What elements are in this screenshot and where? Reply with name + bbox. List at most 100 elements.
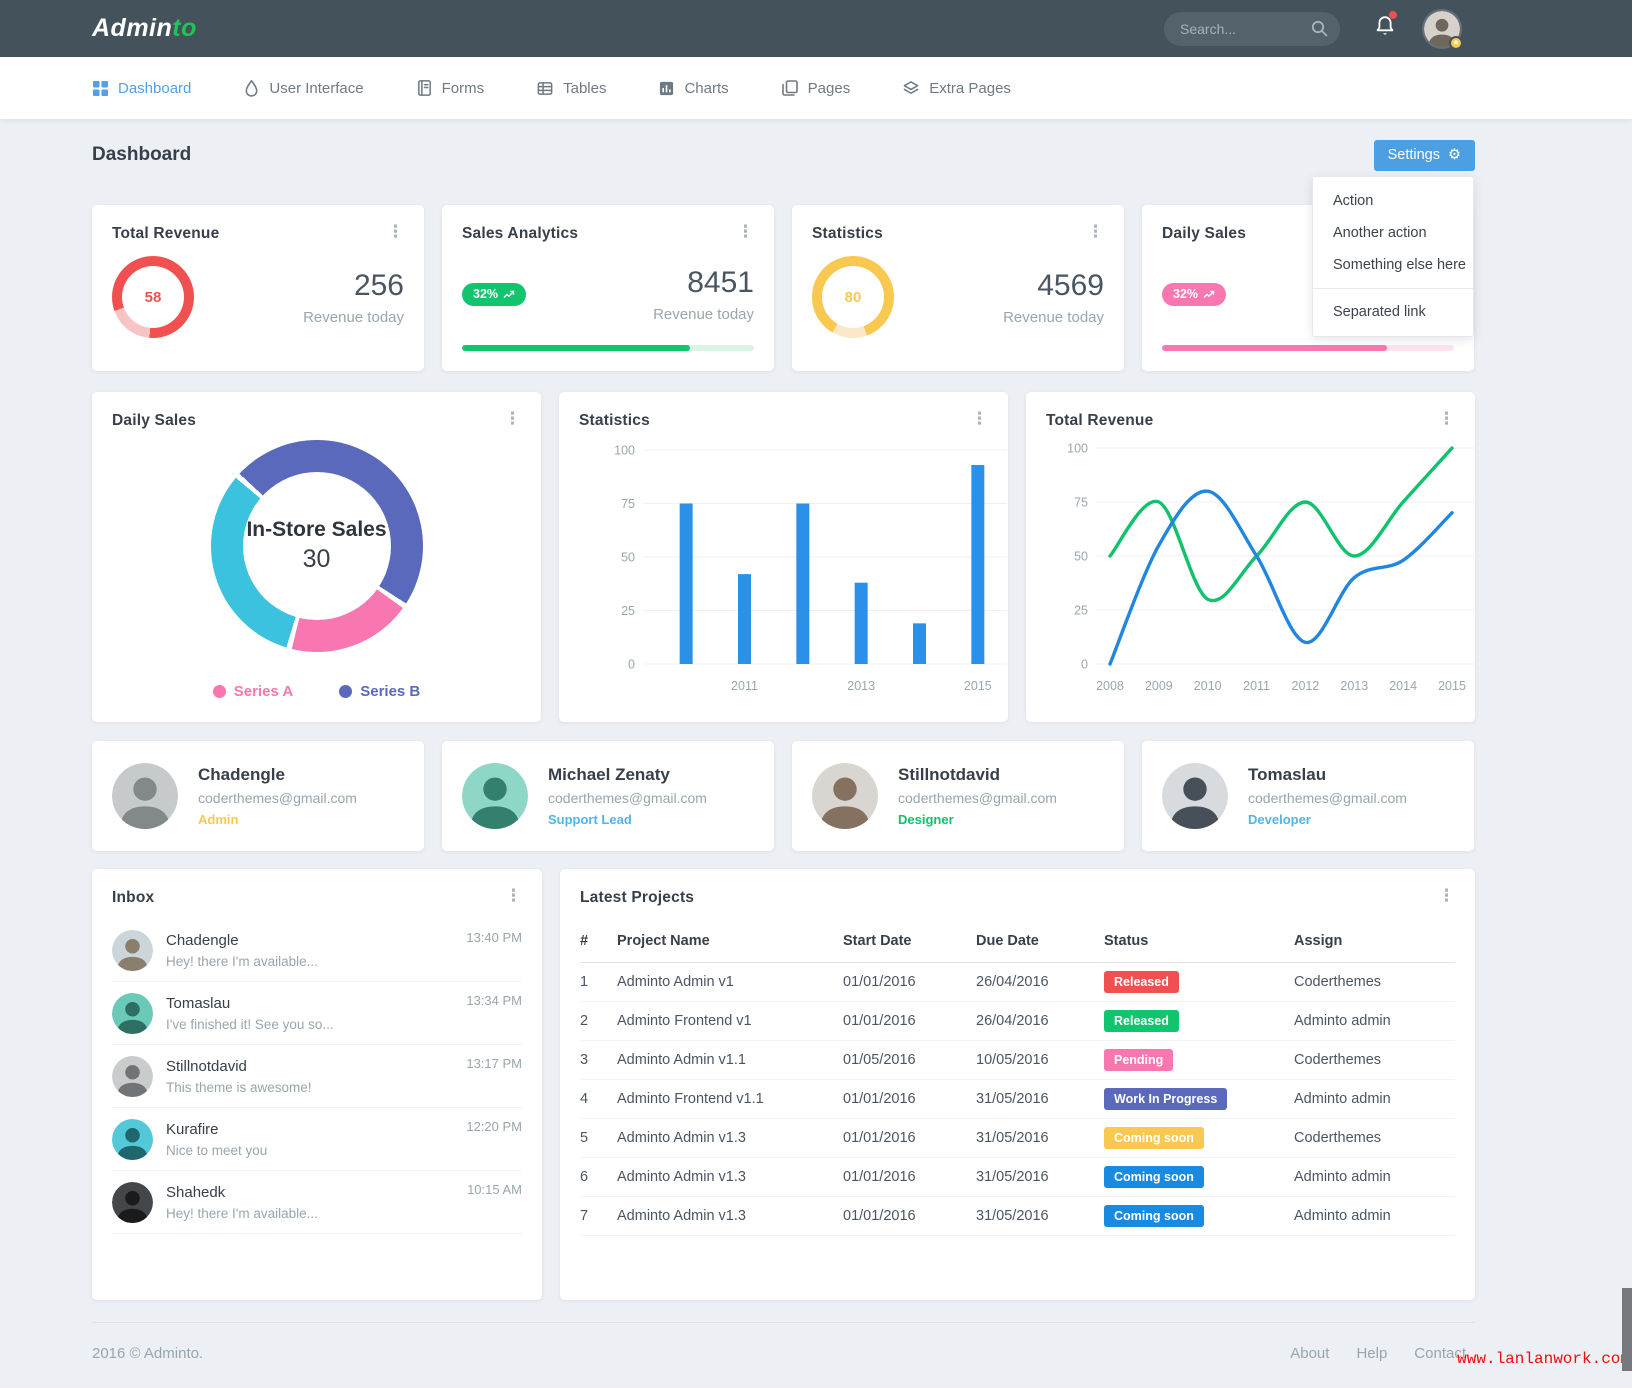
svg-text:100: 100 xyxy=(614,444,635,458)
project-row[interactable]: 7 Adminto Admin v1.3 01/01/2016 31/05/20… xyxy=(580,1196,1455,1236)
stat-subtitle: Revenue today xyxy=(653,305,754,323)
book-icon xyxy=(417,80,431,96)
settings-button[interactable]: Settings ⚙ xyxy=(1373,139,1475,171)
search-box[interactable] xyxy=(1164,11,1340,46)
user-name: Michael Zenaty xyxy=(548,765,670,784)
project-due-date: 31/05/2016 xyxy=(976,1079,1104,1119)
card-menu-button[interactable]: ⋮ xyxy=(1438,409,1455,428)
logo-accent-text: to xyxy=(172,14,197,42)
nav-item-forms[interactable]: Forms xyxy=(416,79,485,97)
card-menu-button[interactable]: ⋮ xyxy=(505,886,522,905)
project-name: Adminto Frontend v1 xyxy=(617,1001,843,1041)
inbox-message-item[interactable]: Shahedk Hey! there I'm available... 10:1… xyxy=(112,1171,522,1234)
project-due-date: 31/05/2016 xyxy=(976,1157,1104,1197)
nav-item-user-interface[interactable]: User Interface xyxy=(243,79,364,97)
layers-icon xyxy=(903,80,919,94)
trend-badge: 32% xyxy=(462,282,527,306)
card-menu-button[interactable]: ⋮ xyxy=(737,222,754,241)
legend-dot xyxy=(339,685,353,698)
latest-projects-card: Latest Projects ⋮ # Project Name Start Da… xyxy=(560,869,1475,1300)
card-title: Statistics xyxy=(579,412,650,429)
project-assign: Adminto admin xyxy=(1294,1196,1455,1236)
project-row[interactable]: 2 Adminto Frontend v1 01/01/2016 26/04/2… xyxy=(580,1001,1455,1041)
sender-name: Tomaslau xyxy=(166,995,231,1012)
nav-item-pages[interactable]: Pages xyxy=(781,79,851,97)
stat-card-total-revenue: Total Revenue ⋮ 58 256 Revenue today xyxy=(92,205,424,371)
nav-item-charts[interactable]: Charts xyxy=(658,80,729,97)
user-email: coderthemes@gmail.com xyxy=(1248,790,1407,806)
footer-link-help[interactable]: Help xyxy=(1356,1345,1388,1362)
card-menu-button[interactable]: ⋮ xyxy=(1087,222,1104,241)
card-menu-button[interactable]: ⋮ xyxy=(971,409,988,428)
project-name: Adminto Admin v1.3 xyxy=(617,1196,843,1236)
app-logo[interactable]: Adminto xyxy=(92,14,197,43)
project-assign: Adminto admin xyxy=(1294,1079,1455,1119)
svg-text:50: 50 xyxy=(1074,550,1088,564)
dropdown-item-another-action[interactable]: Another action xyxy=(1333,225,1427,241)
col-project-name: Project Name xyxy=(617,921,843,963)
scrollbar-thumb[interactable] xyxy=(1622,1288,1632,1371)
dropdown-item-separated-link[interactable]: Separated link xyxy=(1333,304,1426,320)
footer-link-contact[interactable]: Contact xyxy=(1414,1345,1466,1362)
project-start-date: 01/01/2016 xyxy=(843,1157,976,1197)
nav-item-extra-pages[interactable]: Extra Pages xyxy=(902,80,1011,97)
search-icon[interactable] xyxy=(1311,20,1328,37)
nav-label: Forms xyxy=(441,79,485,97)
pages-copy-icon xyxy=(781,80,798,96)
project-assign: Adminto admin xyxy=(1294,1157,1455,1197)
project-num: 5 xyxy=(580,1118,617,1158)
message-time: 12:20 PM xyxy=(466,1119,522,1134)
chart-legend: Series A Series B xyxy=(212,683,420,702)
project-row[interactable]: 5 Adminto Admin v1.3 01/01/2016 31/05/20… xyxy=(580,1118,1455,1158)
card-menu-button[interactable]: ⋮ xyxy=(504,409,521,428)
statistics-bar-chart-card: Statistics ⋮ 0 25 50 75 100 2011 2013 2015 xyxy=(559,392,1008,722)
nav-item-tables[interactable]: Tables xyxy=(536,80,606,97)
status-badge: Work In Progress xyxy=(1104,1088,1228,1110)
card-title: Sales Analytics xyxy=(462,225,579,242)
project-assign: Coderthemes xyxy=(1294,1118,1455,1158)
inbox-message-item[interactable]: Chadengle Hey! there I'm available... 13… xyxy=(112,919,522,982)
footer-links: About Help Contact xyxy=(1290,1345,1466,1362)
col-assign: Assign xyxy=(1294,921,1455,963)
inbox-message-item[interactable]: Tomaslau I've finished it! See you so...… xyxy=(112,982,522,1045)
legend-item: Series B xyxy=(339,683,420,700)
stat-value: 8451 xyxy=(687,265,754,299)
dropdown-item-something-else[interactable]: Something else here xyxy=(1333,257,1466,273)
card-title: Daily Sales xyxy=(1162,225,1247,242)
donut-center-value: 30 xyxy=(302,545,331,573)
user-avatar xyxy=(112,763,178,829)
project-name: Adminto Admin v1.3 xyxy=(617,1118,843,1158)
dropdown-item-action[interactable]: Action xyxy=(1333,193,1374,209)
search-input[interactable] xyxy=(1180,20,1311,37)
progress-bar xyxy=(462,345,754,351)
message-time: 10:15 AM xyxy=(467,1182,522,1197)
footer-link-about[interactable]: About xyxy=(1290,1345,1330,1362)
daily-sales-donut-card: Daily Sales ⋮ In-Store Sales 30 Series A xyxy=(92,392,541,722)
card-menu-button[interactable]: ⋮ xyxy=(1438,886,1455,905)
bar-chart: 0 25 50 75 100 2011 2013 2015 xyxy=(614,444,1007,693)
nav-item-dashboard[interactable]: Dashboard xyxy=(92,80,191,97)
project-name: Adminto Admin v1.3 xyxy=(617,1157,843,1197)
page-header: Dashboard Settings ⚙ Action Another acti… xyxy=(92,119,1475,337)
inbox-message-item[interactable]: Kurafire Nice to meet you 12:20 PM xyxy=(112,1108,522,1171)
project-row[interactable]: 6 Adminto Admin v1.3 01/01/2016 31/05/20… xyxy=(580,1157,1455,1197)
project-row[interactable]: 1 Adminto Admin v1 01/01/2016 26/04/2016… xyxy=(580,962,1455,1002)
card-menu-button[interactable]: ⋮ xyxy=(387,222,404,241)
project-start-date: 01/05/2016 xyxy=(843,1040,976,1080)
inbox-message-item[interactable]: Stillnotdavid This theme is awesome! 13:… xyxy=(112,1045,522,1108)
project-num: 2 xyxy=(580,1001,617,1041)
user-menu-avatar[interactable]: ★ xyxy=(1424,10,1463,50)
progress-bar xyxy=(1162,345,1454,351)
donut-value: 80 xyxy=(844,288,862,306)
nav-label: Pages xyxy=(807,79,851,97)
project-row[interactable]: 4 Adminto Frontend v1.1 01/01/2016 31/05… xyxy=(580,1079,1455,1119)
svg-text:2011: 2011 xyxy=(731,679,758,693)
svg-text:25: 25 xyxy=(621,604,635,618)
main-navbar: Dashboard User Interface Forms Tables Ch… xyxy=(0,57,1632,119)
project-start-date: 01/01/2016 xyxy=(843,1196,976,1236)
donut-chart: In-Store Sales 30 xyxy=(210,440,423,652)
project-row[interactable]: 3 Adminto Admin v1.1 01/05/2016 10/05/20… xyxy=(580,1040,1455,1080)
notifications-button[interactable] xyxy=(1374,11,1397,43)
col-num: # xyxy=(580,921,617,963)
table-header-row: # Project Name Start Date Due Date Statu… xyxy=(580,921,1455,963)
